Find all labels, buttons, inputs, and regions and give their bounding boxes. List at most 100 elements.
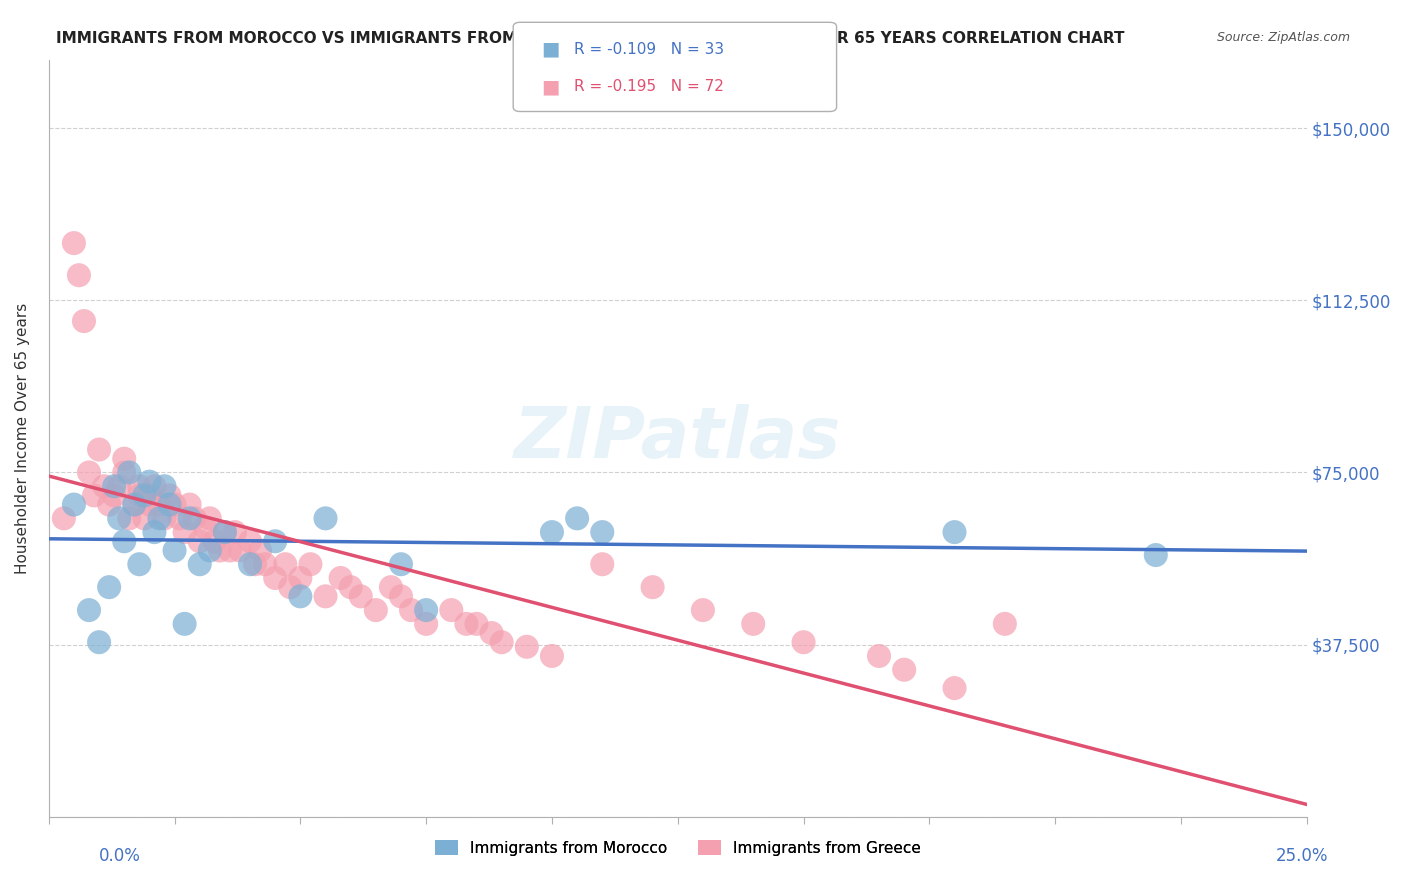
Point xyxy=(249,543,271,558)
Point xyxy=(299,558,322,572)
Point xyxy=(456,616,478,631)
Point xyxy=(364,603,387,617)
Point xyxy=(224,525,246,540)
Point xyxy=(124,498,146,512)
Point xyxy=(329,571,352,585)
Point xyxy=(491,635,513,649)
Point xyxy=(87,442,110,457)
Point xyxy=(1144,548,1167,562)
Point xyxy=(103,479,125,493)
Point xyxy=(239,558,262,572)
Point xyxy=(143,479,166,493)
Text: 0.0%: 0.0% xyxy=(98,847,141,865)
Point xyxy=(389,590,412,604)
Point xyxy=(264,571,287,585)
Point xyxy=(243,558,266,572)
Point xyxy=(591,558,613,572)
Point xyxy=(541,525,564,540)
Legend: Immigrants from Morocco, Immigrants from Greece: Immigrants from Morocco, Immigrants from… xyxy=(429,834,927,862)
Point xyxy=(73,314,96,328)
Text: IMMIGRANTS FROM MOROCCO VS IMMIGRANTS FROM GREECE HOUSEHOLDER INCOME OVER 65 YEA: IMMIGRANTS FROM MOROCCO VS IMMIGRANTS FR… xyxy=(56,31,1125,46)
Point xyxy=(93,479,115,493)
Point xyxy=(179,498,201,512)
Point xyxy=(188,558,211,572)
Point xyxy=(742,616,765,631)
Point xyxy=(290,590,312,604)
Point xyxy=(943,681,966,695)
Point xyxy=(143,525,166,540)
Point xyxy=(868,648,890,663)
Point xyxy=(541,648,564,663)
Point xyxy=(188,534,211,549)
Point xyxy=(118,466,141,480)
Point xyxy=(124,498,146,512)
Point xyxy=(315,511,337,525)
Point xyxy=(278,580,301,594)
Point xyxy=(692,603,714,617)
Point xyxy=(465,616,488,631)
Point xyxy=(112,466,135,480)
Point xyxy=(108,511,131,525)
Text: ■: ■ xyxy=(541,40,560,59)
Text: ■: ■ xyxy=(541,78,560,96)
Point xyxy=(52,511,75,525)
Point xyxy=(77,603,100,617)
Point xyxy=(138,488,160,502)
Text: Source: ZipAtlas.com: Source: ZipAtlas.com xyxy=(1216,31,1350,45)
Point xyxy=(565,511,588,525)
Point xyxy=(254,558,277,572)
Point xyxy=(440,603,463,617)
Point xyxy=(173,525,195,540)
Point xyxy=(103,488,125,502)
Point xyxy=(153,479,176,493)
Point xyxy=(118,511,141,525)
Point xyxy=(264,534,287,549)
Point xyxy=(641,580,664,594)
Text: 25.0%: 25.0% xyxy=(1277,847,1329,865)
Point xyxy=(208,543,231,558)
Point xyxy=(219,543,242,558)
Point xyxy=(159,498,181,512)
Point xyxy=(239,534,262,549)
Point xyxy=(229,543,252,558)
Point xyxy=(339,580,361,594)
Point xyxy=(893,663,915,677)
Text: R = -0.195   N = 72: R = -0.195 N = 72 xyxy=(574,79,724,95)
Text: R = -0.109   N = 33: R = -0.109 N = 33 xyxy=(574,42,724,57)
Point xyxy=(148,511,170,525)
Point xyxy=(163,498,186,512)
Point xyxy=(194,520,217,534)
Y-axis label: Householder Income Over 65 years: Householder Income Over 65 years xyxy=(15,302,30,574)
Point xyxy=(516,640,538,654)
Point xyxy=(134,488,156,502)
Point xyxy=(290,571,312,585)
Point xyxy=(350,590,373,604)
Point xyxy=(481,626,503,640)
Point xyxy=(83,488,105,502)
Point xyxy=(994,616,1017,631)
Point xyxy=(153,511,176,525)
Point xyxy=(98,580,121,594)
Point xyxy=(415,603,437,617)
Point xyxy=(415,616,437,631)
Point xyxy=(179,511,201,525)
Point xyxy=(77,466,100,480)
Point xyxy=(198,511,221,525)
Point xyxy=(274,558,297,572)
Point xyxy=(163,543,186,558)
Point xyxy=(159,488,181,502)
Point xyxy=(315,590,337,604)
Point xyxy=(389,558,412,572)
Point xyxy=(169,511,191,525)
Point xyxy=(399,603,422,617)
Point xyxy=(198,543,221,558)
Point xyxy=(173,616,195,631)
Point xyxy=(183,511,205,525)
Point xyxy=(112,451,135,466)
Point xyxy=(380,580,402,594)
Point xyxy=(214,525,236,540)
Point xyxy=(98,498,121,512)
Text: ZIPatlas: ZIPatlas xyxy=(515,403,841,473)
Point xyxy=(138,498,160,512)
Point xyxy=(148,498,170,512)
